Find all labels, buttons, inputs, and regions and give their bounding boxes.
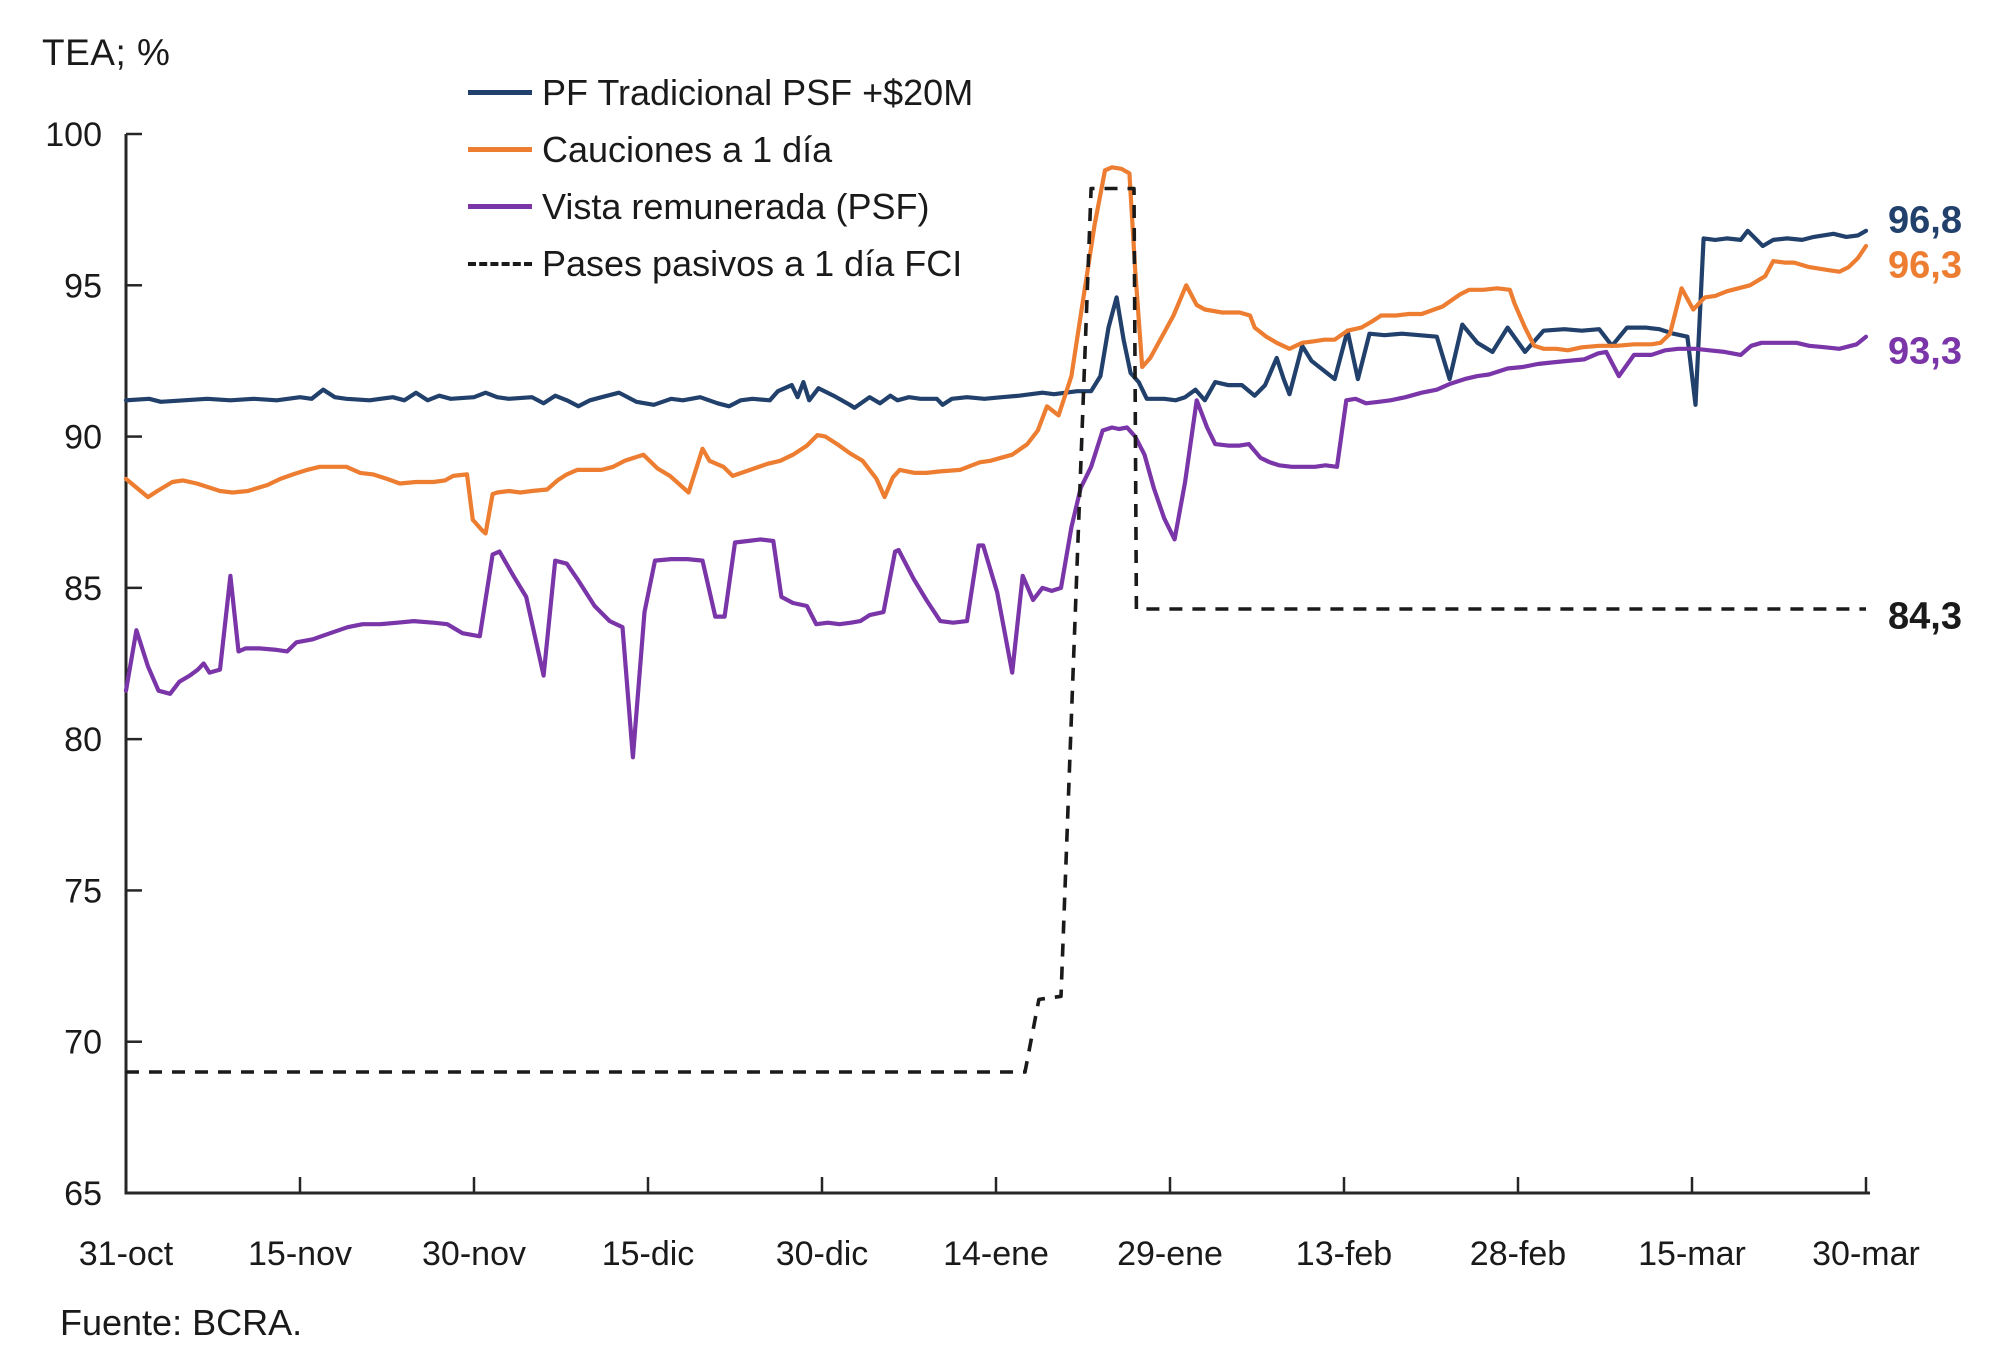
svg-text:29-ene: 29-ene [1117,1235,1223,1273]
svg-text:14-ene: 14-ene [943,1235,1049,1273]
svg-text:65: 65 [64,1175,102,1213]
series-line-vista-remunerada-psf- [123,334,1869,760]
chart-title: TEA; % [42,32,171,73]
svg-text:31-oct: 31-oct [79,1235,174,1273]
svg-text:30-nov: 30-nov [422,1235,526,1273]
legend-label: Pases pasivos a 1 día FCI [542,242,963,284]
svg-text:90: 90 [64,419,102,457]
legend-line-sample-icon [468,147,532,152]
svg-text:15-nov: 15-nov [248,1235,352,1273]
svg-text:13-feb: 13-feb [1296,1235,1392,1273]
legend-item-cauciones: Cauciones a 1 día [468,121,973,178]
svg-text:15-mar: 15-mar [1638,1235,1746,1273]
legend-item-pf-tradicional: PF Tradicional PSF +$20M [468,64,973,121]
series-line-pases-pasivos-a-1-d-a-fci [126,186,1866,1074]
svg-text:80: 80 [64,721,102,759]
series-line-cauciones-a-1-d-a [123,165,1869,536]
series-line-pf-tradicional-psf-20m [123,228,1869,410]
legend-item-pases-pasivos: Pases pasivos a 1 día FCI [468,235,973,292]
legend-label: PF Tradicional PSF +$20M [542,71,974,113]
legend-label: Vista remunerada (PSF) [542,185,930,227]
svg-text:30-dic: 30-dic [776,1235,869,1273]
svg-text:75: 75 [64,872,102,910]
source-note: Fuente: BCRA. [60,1302,303,1343]
svg-text:85: 85 [64,570,102,608]
legend-label: Cauciones a 1 día [542,128,833,170]
svg-text:28-feb: 28-feb [1470,1235,1566,1273]
legend-line-sample-icon [468,90,532,95]
series-end-label-pases-pasivos: 84,3 [1888,595,1962,638]
svg-text:30-mar: 30-mar [1812,1235,1920,1273]
series-end-label-cauciones: 96,3 [1888,244,1962,287]
svg-text:100: 100 [45,116,102,154]
legend-item-vista-remunerada: Vista remunerada (PSF) [468,178,973,235]
legend-dashed-line-sample-icon [468,261,532,266]
legend: PF Tradicional PSF +$20M Cauciones a 1 d… [468,64,973,292]
series-end-label-vista-remunerada: 93,3 [1888,330,1962,373]
svg-text:15-dic: 15-dic [602,1235,695,1273]
svg-text:95: 95 [64,267,102,305]
svg-text:70: 70 [64,1024,102,1062]
series-end-label-pf-tradicional: 96,8 [1888,199,1962,242]
legend-line-sample-icon [468,204,532,209]
